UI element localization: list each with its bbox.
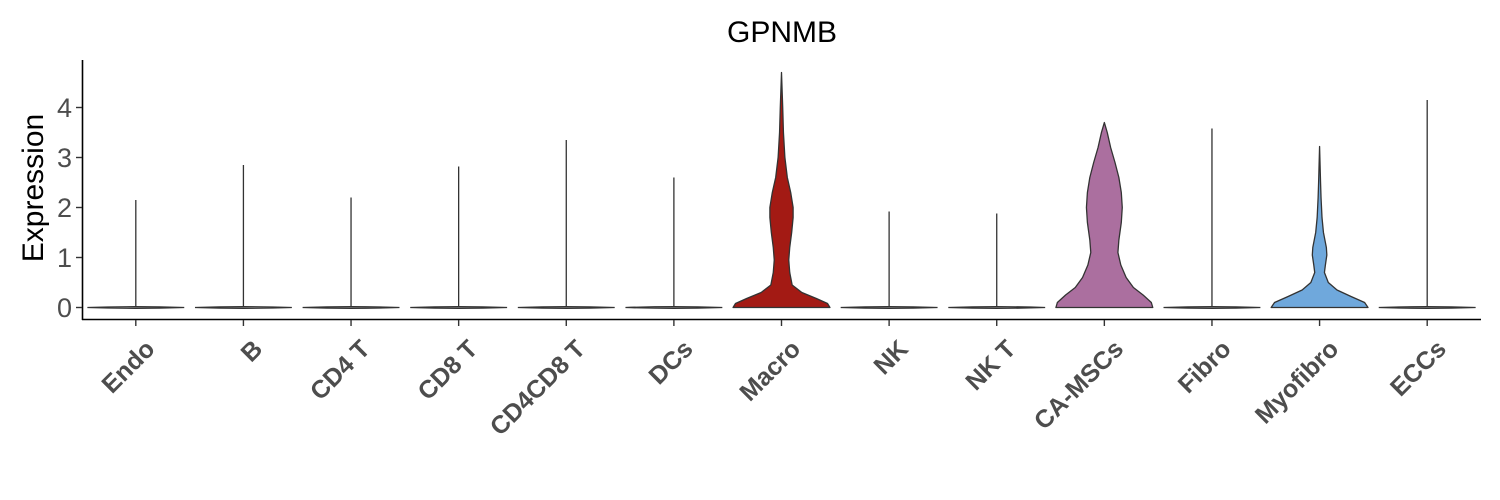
violin-ca-mscs bbox=[1055, 121, 1154, 309]
x-tick-label: Myofibro bbox=[1250, 335, 1344, 429]
violin-body bbox=[517, 306, 615, 309]
violin-macro bbox=[732, 71, 831, 309]
violin-body bbox=[840, 306, 938, 309]
violin-body bbox=[1270, 145, 1369, 309]
violin-nk bbox=[840, 211, 938, 309]
x-tick-label: ECCs bbox=[1385, 335, 1452, 402]
y-tick-label: 4 bbox=[57, 93, 72, 123]
violin-body bbox=[1378, 306, 1476, 309]
violin-body bbox=[1055, 121, 1154, 309]
x-tick-label: B bbox=[236, 335, 269, 368]
x-tick-label: NK bbox=[868, 335, 913, 380]
x-tick-label: DCs bbox=[643, 335, 698, 390]
x-tick-label: Endo bbox=[96, 335, 160, 399]
chart-title: GPNMB bbox=[727, 16, 837, 49]
violin-fibro bbox=[1163, 128, 1261, 309]
violin-layer bbox=[87, 71, 1476, 309]
violin-cd4cd8-t bbox=[517, 140, 615, 309]
violin-eccs bbox=[1378, 100, 1476, 309]
y-tick-label: 1 bbox=[57, 243, 72, 273]
violin-cd8-t bbox=[410, 166, 508, 309]
x-tick-label: Macro bbox=[734, 335, 806, 407]
y-tick-label: 2 bbox=[57, 193, 72, 223]
x-tick-label: CD4CD8 T bbox=[485, 335, 591, 441]
x-tick-label: Fibro bbox=[1173, 335, 1237, 399]
violin-body bbox=[732, 71, 831, 309]
violin-endo bbox=[87, 200, 185, 309]
violin-body bbox=[302, 306, 400, 309]
x-tick-label: CA-MSCs bbox=[1029, 335, 1129, 435]
x-tick-label: CD4 T bbox=[305, 335, 376, 406]
x-tick-label: CD8 T bbox=[412, 335, 483, 406]
axes bbox=[81, 60, 1481, 321]
violin-b bbox=[194, 165, 292, 309]
violin-body bbox=[194, 306, 292, 309]
violin-body bbox=[1163, 306, 1261, 309]
y-axis-ticks: 0 1 2 3 4 bbox=[57, 93, 82, 323]
x-axis-ticks: Endo B CD4 T CD8 T CD4CD8 T DCs Macro NK NK T CA-… bbox=[96, 320, 1452, 441]
violin-dcs bbox=[625, 177, 723, 309]
violin-body bbox=[625, 306, 723, 309]
y-axis-label: Expression bbox=[17, 114, 50, 262]
y-tick-label: 3 bbox=[57, 143, 72, 173]
violin-body bbox=[87, 306, 185, 309]
violin-body bbox=[410, 306, 508, 309]
y-tick-label: 0 bbox=[57, 293, 72, 323]
violin-myofibro bbox=[1270, 145, 1369, 309]
violin-cd4-t bbox=[302, 197, 400, 309]
x-tick-label: NK T bbox=[960, 335, 1021, 396]
violin-body bbox=[948, 306, 1046, 309]
violin-nk-t bbox=[948, 213, 1046, 309]
